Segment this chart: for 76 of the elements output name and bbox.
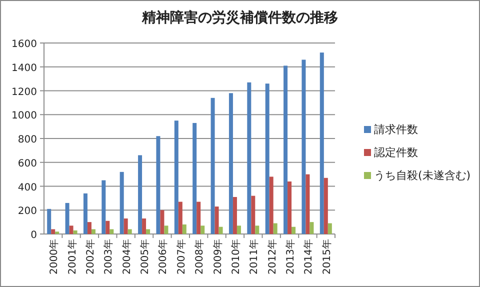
y-tick-label: 1200 <box>12 86 37 98</box>
bar <box>156 136 160 234</box>
bar <box>192 122 197 234</box>
bar <box>306 174 310 234</box>
y-tick-label: 1400 <box>12 62 37 74</box>
y-tick-label: 400 <box>18 182 37 194</box>
bar <box>160 210 164 234</box>
bar <box>196 202 201 234</box>
bar <box>110 229 114 234</box>
bar <box>174 120 178 234</box>
bar <box>128 229 132 234</box>
x-tick-label: 2002年 <box>84 239 96 274</box>
legend-label: 請求件数 <box>374 123 418 136</box>
y-tick-label: 1600 <box>12 39 37 50</box>
bar <box>124 218 128 234</box>
bar <box>328 223 332 234</box>
x-tick-label: 2010年 <box>230 239 242 274</box>
bar <box>83 193 88 234</box>
bar <box>232 196 237 234</box>
x-tick-label: 2003年 <box>102 239 115 274</box>
y-tick-label: 200 <box>18 206 37 218</box>
bar <box>255 226 260 234</box>
bar <box>51 229 56 234</box>
x-tick-label: 2013年 <box>284 239 297 274</box>
bar <box>210 98 215 234</box>
bar <box>142 218 146 234</box>
bar <box>228 93 233 234</box>
bar <box>47 208 52 234</box>
bar <box>236 226 241 234</box>
bar <box>284 66 288 234</box>
bar <box>178 202 182 234</box>
x-tick-label: 2014年 <box>302 239 315 274</box>
bar <box>91 229 96 234</box>
bar <box>302 60 306 234</box>
bar <box>200 226 205 234</box>
bar <box>120 172 124 234</box>
bar <box>214 206 219 234</box>
y-tick-label: 1000 <box>12 110 37 122</box>
x-tick-label: 2004年 <box>120 239 133 274</box>
x-tick-label: 2012年 <box>266 239 278 274</box>
bar <box>310 222 314 234</box>
bar <box>182 224 186 234</box>
x-tick-label: 2005年 <box>139 239 152 274</box>
bar <box>164 226 168 234</box>
legend-label: うち自殺(未遂含む) <box>374 169 471 182</box>
x-tick-label: 2015年 <box>320 239 333 274</box>
legend-label: 認定件数 <box>374 146 418 159</box>
bar <box>65 202 70 234</box>
x-tick-label: 2001年 <box>66 239 78 274</box>
bar <box>324 178 328 234</box>
y-tick-label: 800 <box>18 134 37 146</box>
y-tick-label: 0 <box>30 230 37 241</box>
bar <box>106 220 110 234</box>
chart-title: 精神障害の労災補償件数の推移 <box>141 9 338 26</box>
bar <box>265 84 270 234</box>
x-tick-label: 2007年 <box>175 239 188 274</box>
x-tick-label: 2009年 <box>212 239 224 274</box>
bar <box>69 226 74 234</box>
bar <box>288 181 292 234</box>
bar <box>73 230 78 234</box>
bar <box>273 223 278 234</box>
bar <box>87 222 92 234</box>
bar <box>251 196 256 234</box>
x-tick-label: 2011年 <box>248 239 260 274</box>
y-tick-label: 600 <box>18 158 37 170</box>
bar <box>102 180 106 234</box>
bar <box>320 52 324 234</box>
bar <box>138 155 142 234</box>
bar <box>269 176 274 234</box>
x-tick-label: 2006年 <box>157 239 170 274</box>
x-tick-label: 2000年 <box>48 239 60 274</box>
bar <box>247 82 252 234</box>
x-tick-label: 2008年 <box>194 239 206 274</box>
bar <box>146 229 150 234</box>
bar <box>218 226 223 234</box>
bar <box>292 226 296 234</box>
